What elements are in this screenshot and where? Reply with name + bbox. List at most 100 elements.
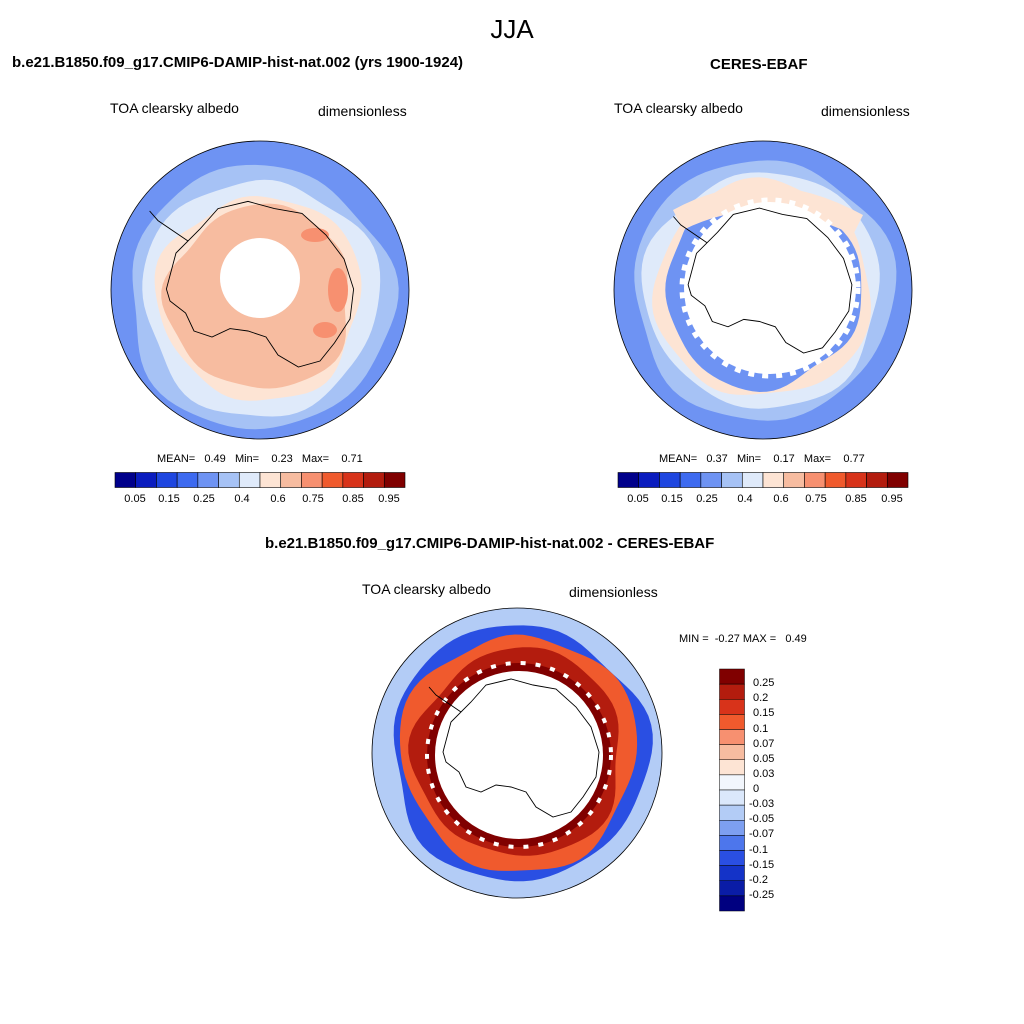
colorbar-cell: [719, 895, 745, 912]
colorbar-tick-label: 0.75: [805, 493, 827, 505]
map-difference: [371, 607, 663, 899]
colorbar-tick-label: -0.05: [749, 813, 775, 826]
colorbar-cell: [719, 865, 745, 882]
colorbar-cell: [719, 774, 745, 791]
colorbar-tick-label: 0.85: [342, 493, 364, 505]
colorbar-tick-label: 0.05: [753, 752, 775, 765]
map3-peninsula: [428, 686, 462, 713]
colorbar-tick-label: 0.2: [753, 692, 769, 705]
colorbar-cell: [321, 472, 344, 488]
colorbar-tick-label: -0.2: [749, 873, 768, 886]
colorbar-cell: [176, 472, 199, 488]
colorbar-cell: [135, 472, 157, 488]
colorbar-cell: [238, 472, 261, 488]
colorbar-tick-label: 0.6: [270, 493, 286, 505]
colorbar-cell: [719, 699, 745, 715]
panel3-title: b.e21.B1850.f09_g17.CMIP6-DAMIP-hist-nat…: [265, 535, 715, 552]
map-observations: [613, 140, 913, 440]
colorbar-cell: [719, 789, 745, 806]
map2-polar-hole: [684, 202, 856, 374]
map2-gap-marks: [679, 197, 861, 379]
colorbar-cell: [719, 729, 745, 745]
colorbar-cell: [824, 472, 847, 488]
colorbar-tick-label: -0.07: [749, 828, 775, 841]
map3-coastline: [442, 678, 600, 818]
map-model: [110, 140, 410, 440]
panel2-units-label: dimensionless: [821, 103, 910, 119]
colorbar-cell: [617, 472, 640, 488]
panel1-variable-label: TOA clearsky albedo: [110, 100, 239, 116]
colorbar-cell: [218, 472, 240, 488]
colorbar-cell: [804, 472, 826, 488]
colorbar-cell: [719, 880, 745, 897]
colorbar-tick-label: 0.15: [661, 493, 683, 505]
colorbar-tick-label: 0.75: [302, 493, 324, 505]
colorbar-cell: [156, 472, 178, 488]
map1-border: [110, 140, 410, 440]
colorbar-cell: [719, 835, 745, 851]
colorbar-tick-label: 0.15: [753, 707, 775, 720]
panel3-stats: MIN = -0.27 MAX = 0.49: [679, 633, 807, 645]
map1-coastline: [165, 200, 355, 368]
colorbar-tick-label: 0.1: [753, 722, 769, 735]
colorbar-cell: [719, 683, 745, 700]
map3-gap-marks: [425, 661, 613, 849]
panel1-title: b.e21.B1850.f09_g17.CMIP6-DAMIP-hist-nat…: [12, 54, 464, 71]
colorbar-tick-label: 0: [753, 783, 760, 795]
colorbar-cell: [721, 472, 743, 488]
map1-max-east: [328, 268, 348, 312]
colorbar-cell: [342, 472, 364, 488]
colorbar-difference: [719, 668, 745, 912]
colorbar-tick-label: 0.6: [773, 493, 789, 505]
figure-title: JJA: [490, 14, 534, 44]
colorbar-cell: [197, 472, 219, 488]
colorbar-cell: [845, 472, 867, 488]
colorbar-cell: [114, 472, 137, 488]
colorbar-cell: [886, 472, 909, 488]
colorbar-cell: [659, 472, 681, 488]
map1-peninsula: [149, 210, 189, 242]
map1-max-north: [301, 228, 329, 242]
map1-polar-hole: [220, 238, 300, 318]
colorbar-tick-label: 0.07: [753, 737, 775, 750]
colorbar-tick-label: -0.03: [749, 798, 775, 811]
colorbar-cell: [719, 714, 745, 730]
panel2-title: CERES-EBAF: [710, 56, 808, 73]
map2-coastline: [687, 207, 853, 354]
panel1-units-label: dimensionless: [318, 103, 407, 119]
colorbar-cell: [741, 472, 764, 488]
colorbar-tick-label: 0.05: [124, 493, 146, 505]
map2-peninsula: [673, 216, 708, 244]
colorbar-cell: [762, 472, 785, 488]
colorbar-cell: [280, 472, 302, 488]
colorbar-cell: [679, 472, 702, 488]
colorbar-tick-label: -0.1: [749, 843, 768, 856]
map3-polar-hole: [435, 671, 603, 839]
colorbar-cell: [638, 472, 660, 488]
colorbar-cell: [719, 850, 745, 866]
colorbar-tick-label: 0.25: [753, 677, 775, 690]
colorbar-cell: [719, 759, 745, 776]
map3-border: [371, 607, 663, 899]
colorbar-cell: [719, 820, 745, 836]
colorbar-tick-label: 0.03: [753, 767, 775, 780]
colorbar-tick-label: 0.05: [627, 493, 649, 505]
panel2-variable-label: TOA clearsky albedo: [614, 100, 743, 116]
map2-border: [613, 140, 913, 440]
colorbar-tick-label: 0.4: [737, 493, 753, 505]
colorbar-tick-label: -0.15: [749, 858, 775, 871]
colorbar-tick-label: 0.15: [158, 493, 180, 505]
colorbar-cell: [783, 472, 805, 488]
panel2-stats: MEAN= 0.37 Min= 0.17 Max= 0.77: [659, 453, 865, 465]
panel1-stats: MEAN= 0.49 Min= 0.23 Max= 0.71: [157, 453, 363, 465]
colorbar-cell: [301, 472, 323, 488]
colorbar-cell: [383, 472, 406, 488]
colorbar-cell: [700, 472, 722, 488]
colorbar-tick-label: 0.95: [378, 493, 400, 505]
colorbar-observations: [617, 472, 909, 488]
colorbar-tick-label: 0.95: [881, 493, 903, 505]
colorbar-tick-label: 0.25: [193, 493, 215, 505]
map1-max-south: [313, 322, 337, 338]
colorbar-cell: [719, 668, 745, 685]
colorbar-cell: [259, 472, 282, 488]
